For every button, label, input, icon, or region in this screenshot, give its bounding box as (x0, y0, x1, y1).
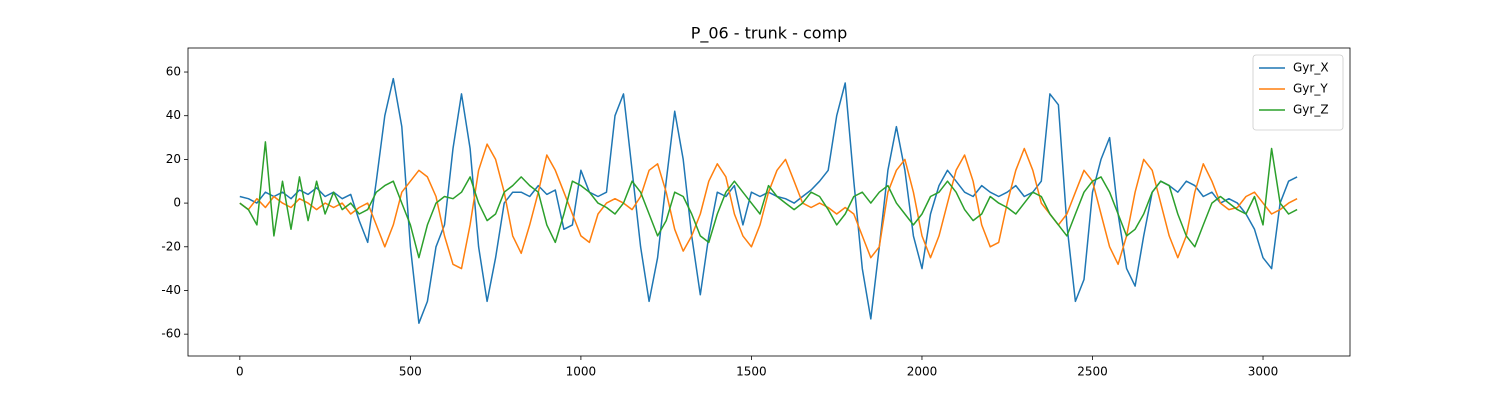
legend-label: Gyr_X (1293, 61, 1329, 75)
y-tick-label: -40 (161, 283, 181, 297)
y-tick-label: -60 (161, 327, 181, 341)
x-tick-label: 1500 (736, 365, 767, 379)
y-tick-label: 40 (166, 108, 181, 122)
plot-frame (187, 47, 1351, 357)
y-tick-label: 20 (166, 152, 181, 166)
x-tick-label: 2500 (1077, 365, 1108, 379)
legend-box (1252, 54, 1344, 131)
chart-title: P_06 - trunk - comp (691, 24, 848, 44)
legend-label: Gyr_Y (1293, 82, 1328, 96)
x-tick-label: 3000 (1248, 365, 1279, 379)
data-line (239, 77, 1298, 324)
legend-label: Gyr_Z (1293, 103, 1329, 117)
x-tick-label: 500 (399, 365, 422, 379)
y-tick-label: 60 (166, 65, 181, 79)
data-line (239, 143, 1298, 270)
y-tick-label: 0 (173, 196, 181, 210)
x-tick-label: 0 (236, 365, 244, 379)
x-tick-label: 1000 (566, 365, 597, 379)
data-line (239, 141, 1298, 259)
x-tick-label: 2000 (907, 365, 938, 379)
y-tick-label: -20 (161, 239, 181, 253)
